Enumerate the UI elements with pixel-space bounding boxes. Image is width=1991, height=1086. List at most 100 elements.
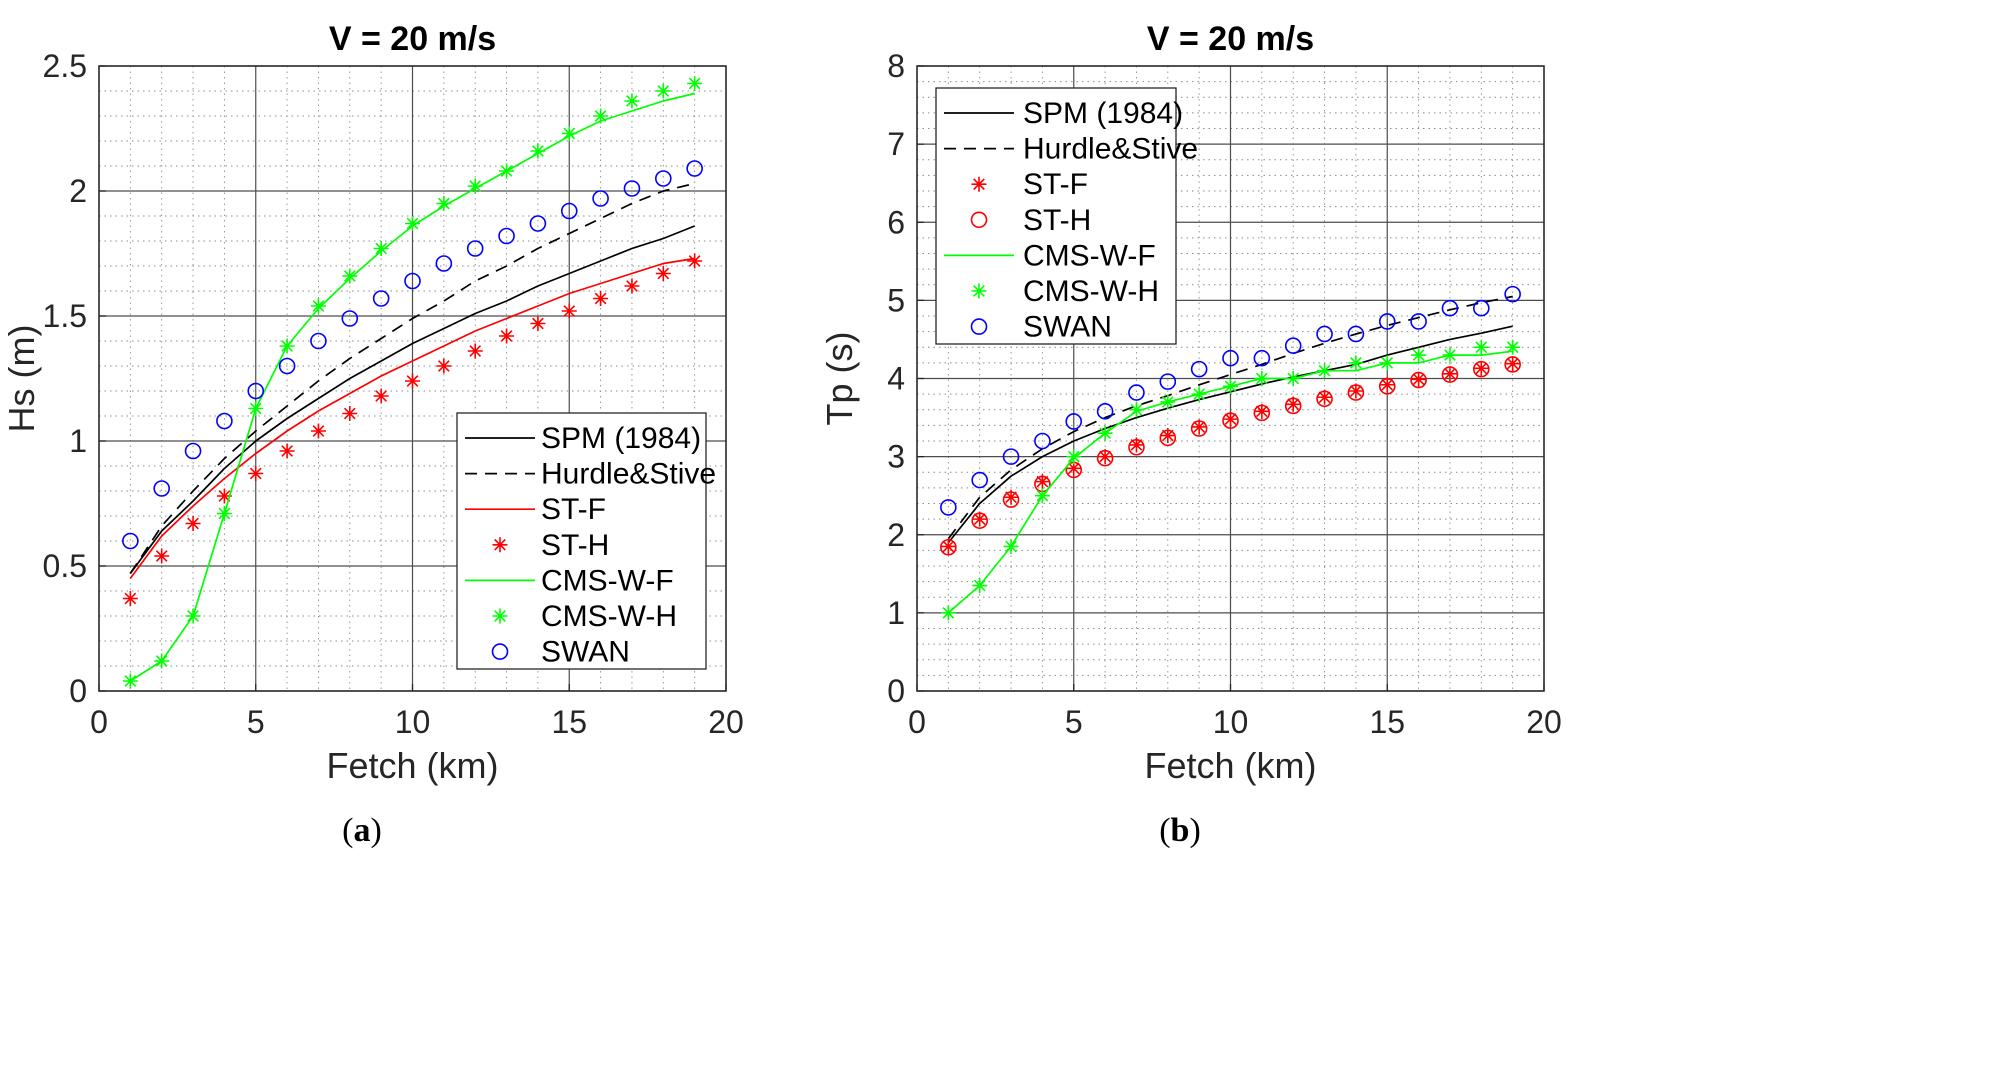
data-point [1191, 419, 1207, 435]
y-tick-label: 1 [69, 423, 87, 459]
y-tick-label: 0 [887, 673, 905, 709]
data-point [529, 215, 547, 232]
data-point [1096, 403, 1114, 420]
data-point [655, 266, 671, 281]
y-tick-label: 0.5 [43, 548, 87, 584]
legend-label: CMS-W-F [1023, 239, 1156, 272]
data-point [1159, 373, 1177, 390]
y-tick-label: 1 [887, 595, 905, 631]
legend-marker-sample [971, 176, 987, 192]
data-point [655, 83, 671, 99]
data-point [1317, 389, 1333, 405]
x-tick-label: 20 [1526, 704, 1562, 740]
data-point [466, 240, 484, 257]
data-point [940, 538, 957, 556]
x-tick-label: 20 [708, 704, 744, 740]
x-tick-label: 5 [247, 704, 265, 740]
data-point [687, 253, 703, 269]
legend-item: CMS-W-F [944, 239, 1156, 272]
data-point [1003, 489, 1019, 505]
data-point [561, 303, 577, 319]
data-point [530, 316, 546, 331]
data-point [940, 605, 956, 621]
data-point [940, 499, 957, 516]
y-tick-label: 1.5 [43, 298, 87, 334]
data-point [467, 178, 483, 194]
data-point [971, 471, 989, 489]
data-point [1378, 313, 1396, 330]
legend-label: ST-F [1023, 168, 1088, 201]
data-point [1034, 488, 1050, 504]
x-tick-label: 5 [1065, 704, 1083, 740]
data-point [1505, 339, 1521, 355]
caption-open: ( [342, 812, 353, 849]
legend-item: SWAN [970, 311, 1112, 344]
legend-label: SWAN [1023, 311, 1112, 344]
data-point [310, 423, 326, 439]
data-point [1347, 384, 1365, 401]
panel-caption: (b) [1159, 812, 1201, 849]
legend-label: ST-H [541, 529, 609, 562]
legend-label: CMS-W-H [1023, 275, 1159, 308]
data-point [404, 272, 421, 290]
legend-item: SPM (1984) [944, 97, 1183, 130]
data-point [1504, 356, 1521, 373]
legend-label: ST-H [1023, 204, 1091, 237]
data-point [122, 673, 138, 689]
legend-item: SWAN [491, 636, 630, 669]
series-spm-1984- [129, 225, 695, 575]
data-point [1348, 355, 1364, 371]
data-point [1002, 491, 1020, 508]
y-tick-label: 5 [887, 282, 905, 318]
data-point [561, 126, 577, 141]
legend-marker-sample [492, 608, 508, 624]
data-point [1034, 432, 1051, 450]
data-point [1066, 449, 1082, 465]
chart-panel-a: 0 5 10 15 20 0 0.5 1 1.5 2 2.5 V = 20 m/s Fetch (km)… [1, 20, 744, 849]
legend-item: Hurdle&Stive [944, 133, 1198, 166]
chart-title: V = 20 m/s [1147, 20, 1314, 58]
data-point [560, 202, 578, 220]
data-point [1128, 384, 1145, 401]
data-point [122, 532, 139, 550]
series-st-f [940, 356, 1521, 554]
data-point [310, 332, 327, 350]
data-point [1254, 403, 1270, 419]
data-point [153, 480, 170, 497]
legend-label: CMS-W-H [541, 600, 677, 633]
legend-label: CMS-W-F [541, 564, 674, 597]
data-point [248, 466, 264, 481]
legend-item: Hurdle&Stive [465, 458, 716, 491]
legend-label: ST-F [541, 493, 606, 526]
data-point [1473, 360, 1489, 376]
y-tick-label: 8 [887, 48, 905, 84]
data-point [1473, 299, 1490, 317]
data-point [405, 373, 420, 389]
data-point [342, 406, 358, 421]
caption-close: ) [371, 812, 382, 849]
data-point [216, 412, 233, 430]
legend-box [456, 412, 707, 670]
data-point [972, 578, 988, 594]
data-point [1160, 428, 1176, 444]
data-point [1097, 425, 1113, 441]
data-point [341, 310, 359, 327]
legend-marker-sample [970, 211, 988, 229]
y-axis-label: Hs (m) [1, 325, 42, 433]
legend-label: SPM (1984) [541, 422, 701, 455]
data-point [216, 506, 232, 521]
data-point [1505, 356, 1521, 372]
data-point [1379, 355, 1395, 371]
data-point [1441, 299, 1459, 317]
legend-label: SWAN [541, 636, 630, 669]
data-point [499, 163, 515, 179]
data-point [373, 388, 389, 404]
data-point [1284, 397, 1302, 415]
data-point [1316, 390, 1333, 408]
series-swan [940, 285, 1521, 516]
data-point [184, 442, 202, 460]
caption-close: ) [1189, 812, 1200, 849]
legend-label: SPM (1984) [1023, 97, 1183, 130]
data-point [1003, 538, 1019, 554]
